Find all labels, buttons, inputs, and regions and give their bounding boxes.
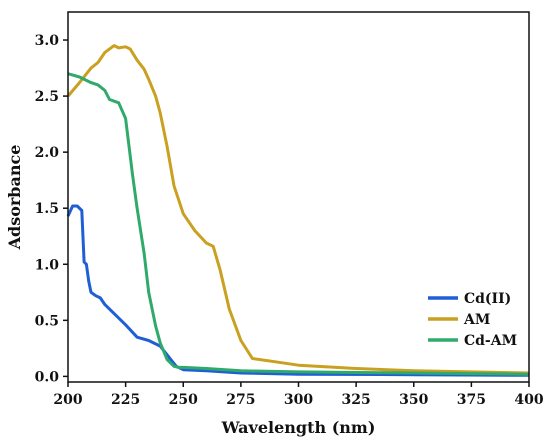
x-axis-ticks: 200 225 250 275 300 325 350 375 400 (53, 382, 544, 408)
series-layer (66, 44, 530, 377)
y-tick-label: 2.0 (35, 145, 60, 161)
series-line-cd-ii (66, 204, 530, 377)
x-tick-label: 200 (53, 392, 82, 408)
x-tick-label: 250 (169, 392, 198, 408)
x-tick-label: 225 (111, 392, 140, 408)
x-tick-label: 325 (342, 392, 371, 408)
y-tick-label: 0.0 (35, 369, 60, 385)
legend-label: AM (463, 312, 490, 328)
series-line-am (66, 44, 530, 375)
legend-label: Cd(II) (464, 291, 511, 307)
y-tick-label: 1.5 (35, 201, 59, 217)
plot-frame (67, 11, 530, 383)
x-tick-label: 375 (457, 392, 486, 408)
x-axis-title: Wavelength (nm) (221, 418, 376, 437)
legend: Cd(II) AM Cd-AM (428, 291, 517, 349)
y-tick-label: 3.0 (35, 33, 60, 49)
y-tick-label: 1.0 (35, 257, 60, 273)
y-axis-title: Adsorbance (5, 145, 24, 251)
legend-label: Cd-AM (464, 333, 517, 349)
x-tick-label: 300 (284, 392, 313, 408)
y-tick-label: 0.5 (35, 313, 59, 329)
x-tick-label: 400 (514, 392, 543, 408)
x-tick-label: 275 (226, 392, 255, 408)
y-tick-label: 2.5 (35, 89, 59, 105)
x-tick-label: 350 (399, 392, 428, 408)
y-axis-ticks: 0.0 0.5 1.0 1.5 2.0 2.5 3.0 (35, 33, 68, 385)
series-line-cd-am (67, 72, 530, 376)
